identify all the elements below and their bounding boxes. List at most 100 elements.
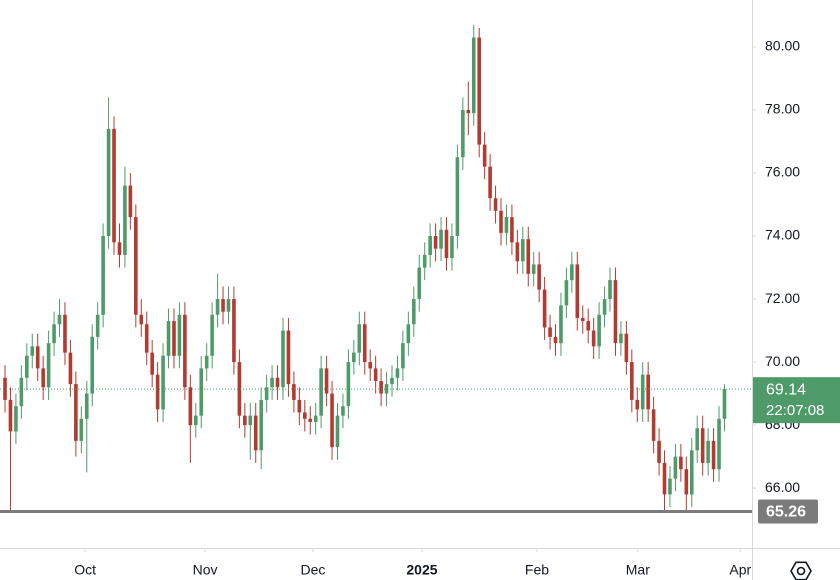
candle-body bbox=[717, 418, 721, 470]
candle-body bbox=[542, 289, 547, 328]
candle-body bbox=[602, 299, 607, 315]
candle-body bbox=[106, 128, 111, 237]
candle-body bbox=[679, 456, 683, 470]
candle-body bbox=[575, 264, 580, 318]
candle-body bbox=[352, 352, 356, 363]
candle-body bbox=[341, 406, 345, 416]
x-tick-label: 2025 bbox=[406, 562, 437, 578]
x-tick-label: Mar bbox=[626, 562, 650, 578]
candle-body bbox=[411, 299, 416, 325]
candle-body bbox=[286, 330, 291, 385]
candle-body bbox=[422, 254, 427, 268]
candle-body bbox=[700, 428, 705, 463]
countdown-label: 22:07:08 bbox=[766, 402, 824, 419]
candle-body bbox=[526, 239, 531, 274]
candle-body bbox=[259, 399, 263, 451]
candle-body bbox=[580, 317, 585, 322]
candle-body bbox=[84, 393, 89, 419]
candle-body bbox=[8, 399, 13, 432]
candle-body bbox=[188, 387, 193, 426]
candle-body bbox=[597, 314, 601, 347]
candle-body bbox=[112, 128, 116, 243]
candle-body bbox=[155, 374, 160, 410]
last-price-box bbox=[753, 377, 840, 424]
candle-body bbox=[41, 368, 45, 388]
x-tick-label: Nov bbox=[193, 562, 218, 578]
candle-body bbox=[232, 299, 236, 363]
candle-body bbox=[471, 37, 476, 114]
candle-body bbox=[253, 415, 258, 451]
candle-body bbox=[95, 314, 100, 337]
candle-body bbox=[19, 377, 24, 407]
candle-body bbox=[373, 368, 378, 381]
horizontal-line-box bbox=[758, 499, 818, 524]
candle-body bbox=[166, 321, 171, 356]
candle-body bbox=[193, 415, 198, 426]
candle-body bbox=[657, 440, 661, 463]
y-tick-label: 70.00 bbox=[765, 353, 800, 369]
x-tick-label: Feb bbox=[525, 562, 549, 578]
candle-body bbox=[161, 355, 165, 410]
candle-body bbox=[248, 415, 253, 426]
candle-body bbox=[46, 343, 51, 388]
candle-body bbox=[302, 412, 307, 419]
candle-body bbox=[684, 469, 689, 495]
candle-body bbox=[537, 264, 541, 290]
candle-body bbox=[134, 217, 138, 315]
candle-body bbox=[428, 236, 432, 255]
candle-body bbox=[14, 406, 18, 432]
candle-body bbox=[128, 185, 133, 218]
candle-body bbox=[521, 239, 525, 262]
candle-body bbox=[384, 384, 389, 394]
candle-body bbox=[221, 299, 225, 312]
candle-body bbox=[406, 324, 411, 344]
candle-body bbox=[270, 377, 274, 388]
candle-body bbox=[662, 462, 667, 495]
candle-body bbox=[689, 450, 694, 495]
candle-body bbox=[461, 109, 465, 158]
candle-body bbox=[30, 346, 35, 356]
candle-body bbox=[379, 380, 383, 394]
plot bbox=[0, 24, 752, 513]
candle-body bbox=[477, 37, 482, 145]
candle-body bbox=[488, 166, 492, 199]
candle-body bbox=[177, 314, 182, 356]
candle-body bbox=[101, 236, 105, 315]
candle-body bbox=[52, 324, 56, 344]
candle-body bbox=[324, 368, 329, 394]
x-tick-label: Oct bbox=[74, 562, 96, 578]
candle-body bbox=[439, 229, 443, 249]
candle-body bbox=[417, 267, 422, 300]
candle-body bbox=[63, 314, 67, 353]
candle-body bbox=[673, 456, 678, 479]
candle-body bbox=[281, 330, 285, 388]
candle-body bbox=[591, 330, 596, 347]
candle-body bbox=[722, 389, 727, 419]
y-tick-label: 76.00 bbox=[765, 164, 800, 180]
candle-body bbox=[346, 362, 351, 407]
candle-body bbox=[199, 368, 204, 416]
candle-body bbox=[553, 336, 558, 344]
candle-body bbox=[243, 415, 247, 426]
candle-body bbox=[215, 299, 220, 315]
candle-body bbox=[570, 264, 574, 281]
candle-body bbox=[640, 374, 645, 410]
candle-body bbox=[292, 384, 296, 400]
candle-body bbox=[668, 478, 672, 495]
candle-body bbox=[466, 109, 471, 114]
candle-body bbox=[335, 415, 340, 448]
candle-body bbox=[395, 368, 400, 378]
candle-body bbox=[695, 428, 700, 451]
candle-body bbox=[362, 324, 367, 363]
y-tick-label: 78.00 bbox=[765, 101, 800, 117]
settings-icon[interactable] bbox=[790, 561, 812, 580]
candle-body bbox=[172, 321, 176, 356]
candle-body bbox=[226, 299, 231, 312]
y-tick-label: 74.00 bbox=[765, 227, 800, 243]
horizontal-line-label: 65.26 bbox=[766, 504, 806, 521]
candle-body bbox=[150, 352, 154, 375]
candle-body bbox=[35, 346, 40, 369]
candle-body bbox=[651, 409, 656, 441]
candle-body bbox=[444, 229, 449, 259]
